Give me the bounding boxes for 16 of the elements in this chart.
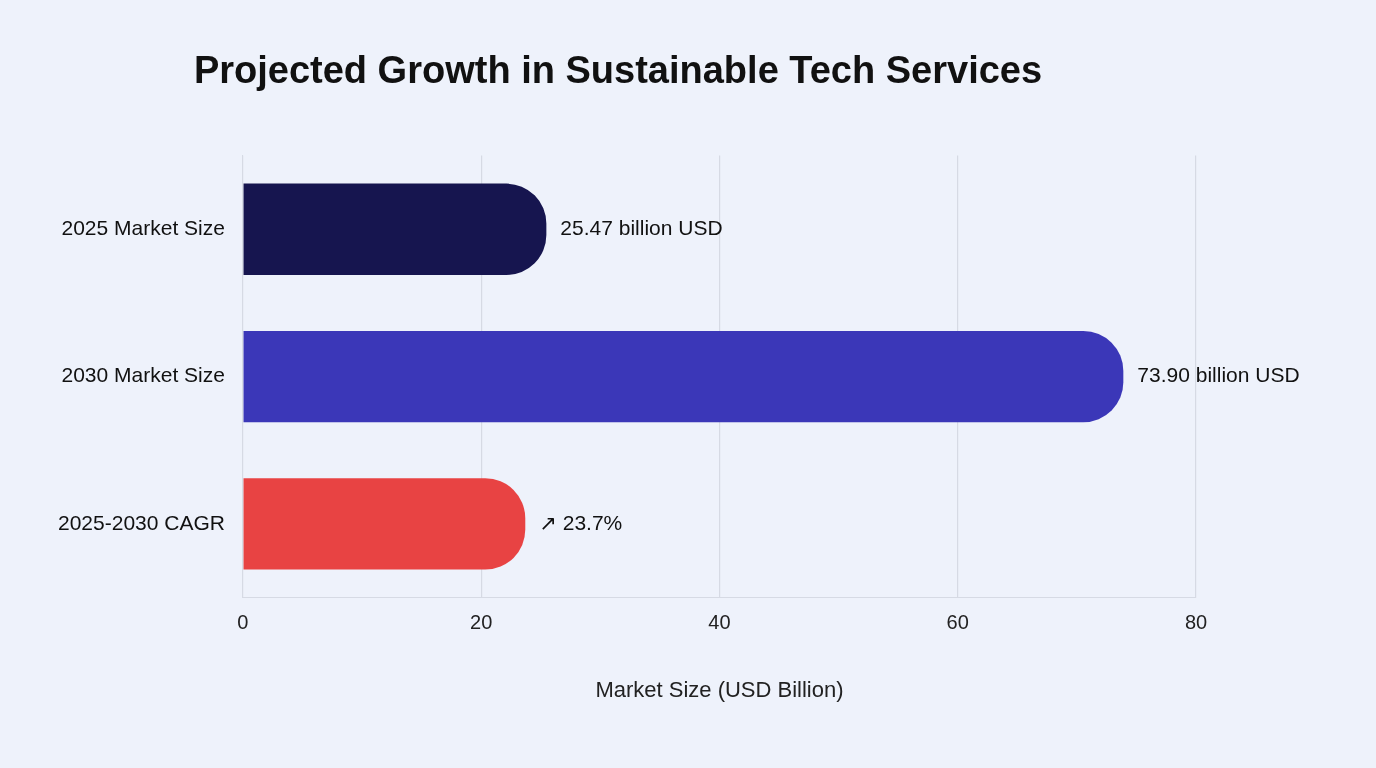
x-tick-label: 40 [708, 611, 731, 634]
x-axis-title: Market Size (USD Billion) [595, 676, 844, 702]
chart-title: Projected Growth in Sustainable Tech Services [193, 49, 1043, 92]
data-label: ↗ 23.7% [539, 510, 623, 534]
x-tick-label: 80 [1184, 611, 1208, 634]
y-tick-label: 2025-2030 CAGR [58, 510, 225, 534]
bar [243, 478, 526, 570]
y-tick-label: 2030 Market Size [61, 363, 225, 387]
bar [243, 183, 547, 275]
x-tick-label: 0 [237, 611, 249, 634]
x-tick-label: 20 [470, 611, 493, 634]
x-tick-label: 60 [946, 611, 969, 634]
data-label: 25.47 billion USD [560, 216, 723, 240]
y-tick-label: 2025 Market Size [61, 216, 225, 240]
bar [243, 330, 1124, 423]
data-label: 73.90 billion USD [1137, 363, 1300, 387]
